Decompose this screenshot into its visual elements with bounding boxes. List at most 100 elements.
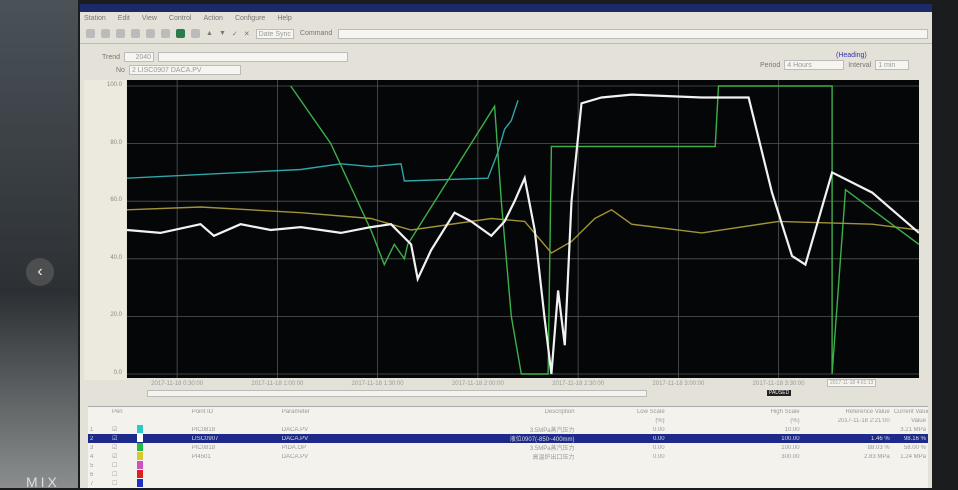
table-cell: 2 [90,435,94,442]
column-header: Reference Value [845,408,890,415]
table-cell [132,469,190,480]
time-input[interactable]: 2017-11-18 4:01:13 [827,379,877,387]
column-header: Parameter [281,408,310,415]
table-cell: 6 [90,471,94,478]
menu-item[interactable]: Help [277,14,292,22]
table-row[interactable]: 4 ☑ PI4501 DACA.PV 高温炉出口压力 0.00 300.00 2.83 MPa… [88,451,928,461]
check-icon[interactable]: ✓ [231,30,238,38]
pen-checkbox[interactable]: ☑ [111,427,118,433]
trend-number-input[interactable]: 2040 [124,52,155,62]
table-cell: 0.00 [652,435,665,442]
table-header[interactable]: Pen Point ID Parameter Description Low Scale… [88,407,928,416]
trend-window: Station Edit View Control Action Configure Hel… [80,4,932,488]
x-axis: 2017-11-18 0:30:00 2017-11-18 1:00:00 2017… [127,378,919,402]
table-cell: 5 [90,462,94,469]
table-cell: PI4501 [191,453,211,460]
table-row[interactable]: 3 ☑ PIC0818 PIDA.OP 3.5MPa蒸汽压力 0.00 100.00 88.0… [88,442,928,453]
table-cell: 液位0907(-850~400mm) [509,437,575,443]
column-header: Low Scale [636,408,665,415]
table-cell [132,424,190,435]
toolbar-button-icon[interactable] [191,29,200,38]
pen-checkbox[interactable]: ☐ [111,463,118,469]
point-select[interactable]: 2 LISC0907 DACA.PV [128,65,241,75]
table-row[interactable]: 5 ☐ [88,460,928,470]
table-cell: DACA.PV [281,435,309,442]
toolbar-button-icon[interactable] [131,29,140,38]
pen-color-swatch [136,433,143,442]
menu-item[interactable]: Configure [234,14,266,22]
trend-chart: 100.0 80.0 60.0 40.0 20.0 0.0 2017-11-18 0:30… [84,80,926,402]
toolbar: ▲ ▼ ✓ ✕ Date Sync Command [80,24,932,44]
column-header: High Scale [770,408,800,415]
pen-checkbox[interactable]: ☐ [111,481,118,487]
period-label: Period [760,61,781,69]
pen-checkbox[interactable]: ☐ [111,472,118,478]
interval-select[interactable]: 1 min [875,60,910,70]
heading-link[interactable]: (Heading) [836,52,867,59]
table-cell: DACA.PV [281,426,309,433]
x-tick-label: 2017-11-18 2:00:00 [451,381,504,387]
toolbar-button-icon[interactable] [116,29,125,38]
pen-color-swatch [136,451,143,460]
down-arrow-icon[interactable]: ▼ [218,30,226,37]
table-cell: 300.00 [781,453,800,460]
table-cell: LISC0907 [191,435,219,442]
series-line-4 [127,93,919,375]
table-cell: 3 [90,444,94,451]
time-scrollbar[interactable] [147,390,647,397]
up-arrow-icon[interactable]: ▲ [206,30,213,37]
toolbar-button-icon[interactable] [161,29,170,38]
table-cell: 1.46 % [871,435,890,442]
period-select[interactable]: 4 Hours [784,60,845,70]
table-row[interactable]: 2 ☑ LISC0907 DACA.PV 液位0907(-850~400mm) 0.00 1… [88,433,928,444]
trend-name-select[interactable] [158,52,349,62]
toolbar-button-icon[interactable] [146,29,155,38]
series-line-3 [127,206,919,254]
trend-label: Trend [102,53,121,61]
pen-color-swatch [136,469,143,478]
menu-item[interactable]: Control [168,14,192,22]
y-tick-label: 0.0 [113,370,122,376]
pen-checkbox[interactable]: ☑ [111,454,118,460]
command-label: Command [299,30,333,37]
toolbar-button-icon[interactable] [101,29,110,38]
menu-item[interactable]: Station [84,14,106,22]
pen-color-swatch [136,478,143,487]
pen-checkbox[interactable]: ☑ [111,445,118,451]
menu-bar: Station Edit View Control Action Configure Hel… [80,12,932,24]
y-tick-label: 40.0 [110,254,122,261]
pen-checkbox[interactable]: ☑ [111,436,118,442]
table-row[interactable]: 6 ☐ [88,469,928,480]
column-header: Point ID [191,408,214,415]
table-cell: 100.00 [781,435,800,442]
column-header: Description [544,408,575,415]
previous-arrow-button[interactable]: ‹ [26,258,54,286]
column-header: Current Value [893,408,928,415]
table-row[interactable]: 1 ☑ PIC0818 DACA.PV 3.5MPa蒸汽压力 0.00 10.00 3.21 … [88,424,928,435]
toolbar-button-icon[interactable] [86,29,95,38]
x-tick-label: 2017-11-18 0:30:00 [151,381,204,387]
x-tick-label: 2017-11-18 3:00:00 [652,381,705,387]
table-cell: 7 [90,480,94,487]
table-cell [132,433,190,444]
alarm-icon[interactable] [176,29,185,38]
table-subheader[interactable]: (%) (%) 2017-11-18 2:21:00 Value [88,416,928,425]
table-cell: 3.5MPa蒸汽压力 [529,428,575,434]
table-cell: 10.00 [784,426,800,433]
menu-item[interactable]: View [141,14,157,22]
command-input[interactable] [338,28,928,39]
pen-color-swatch [136,424,143,433]
table-cell: 1 [90,426,94,433]
table-cell: 4 [90,453,94,460]
x-tick-label: 2017-11-18 1:00:00 [251,381,304,387]
date-sync-select[interactable]: Date Sync [255,28,294,39]
close-icon[interactable]: ✕ [243,30,250,38]
table-cell: 0.00 [652,453,665,460]
table-cell: 高温炉出口压力 [532,455,575,461]
table-cell: DACA.PV [281,453,309,460]
table-cell [132,442,190,453]
table-row[interactable]: 7 ☐ [88,478,928,488]
menu-item[interactable]: Action [203,14,223,22]
no-label: No [116,66,125,74]
menu-item[interactable]: Edit [117,14,130,22]
